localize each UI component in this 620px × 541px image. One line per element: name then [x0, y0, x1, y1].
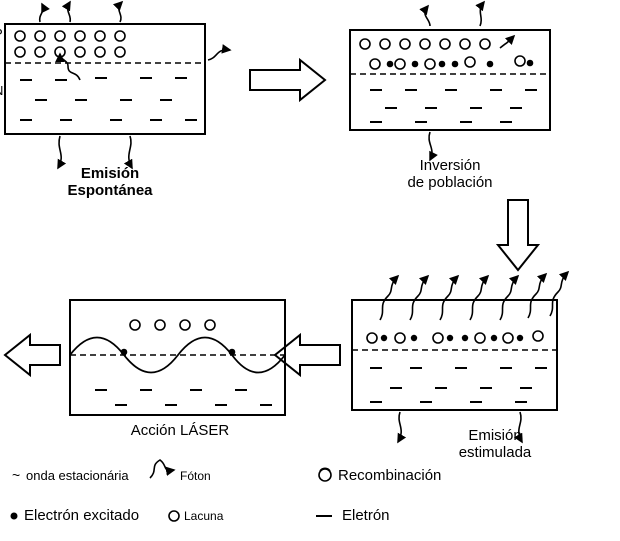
panel4-label: Acción LÁSER	[131, 422, 230, 439]
legend-eletron: Eletrón	[342, 507, 390, 524]
legend-onda: onda estacionária	[26, 468, 129, 483]
legend: ~ onda estacionária Fóton Recombinación …	[11, 460, 442, 524]
flow-arrow-4-icon	[5, 335, 60, 375]
legend-lacuna: Lacuna	[184, 509, 224, 523]
electrons-icon	[20, 78, 197, 120]
panel3-label-2: estimulada	[459, 444, 532, 461]
photon-arrows-icon	[40, 2, 230, 168]
flow-arrow-2-icon	[498, 200, 538, 270]
n-label: N	[0, 83, 3, 98]
holes-icon	[15, 31, 125, 57]
legend-recomb: Recombinación	[338, 467, 441, 484]
panel2-label-1: Inversión	[420, 157, 481, 174]
panel-emision-estimulada: Emisión estimulada	[352, 272, 568, 461]
svg-text:~: ~	[12, 467, 20, 483]
panel-inversion-poblacion: Inversión de población	[350, 2, 550, 191]
legend-electron-excitado: Electrón excitado	[24, 507, 139, 524]
panel3-label-1: Emisión	[468, 427, 521, 444]
flow-arrow-1-icon	[250, 60, 325, 100]
panel2-label-2: de población	[407, 174, 492, 191]
panel1-label-2: Espontánea	[67, 182, 153, 199]
panel-accion-laser: Acción LÁSER	[70, 300, 285, 439]
legend-foton: Fóton	[180, 469, 211, 483]
panel1-label-1: Emisión	[81, 165, 139, 182]
panel-emision-espontanea: P N Emisión Espontánea	[0, 2, 230, 199]
p-label: P	[0, 26, 3, 41]
